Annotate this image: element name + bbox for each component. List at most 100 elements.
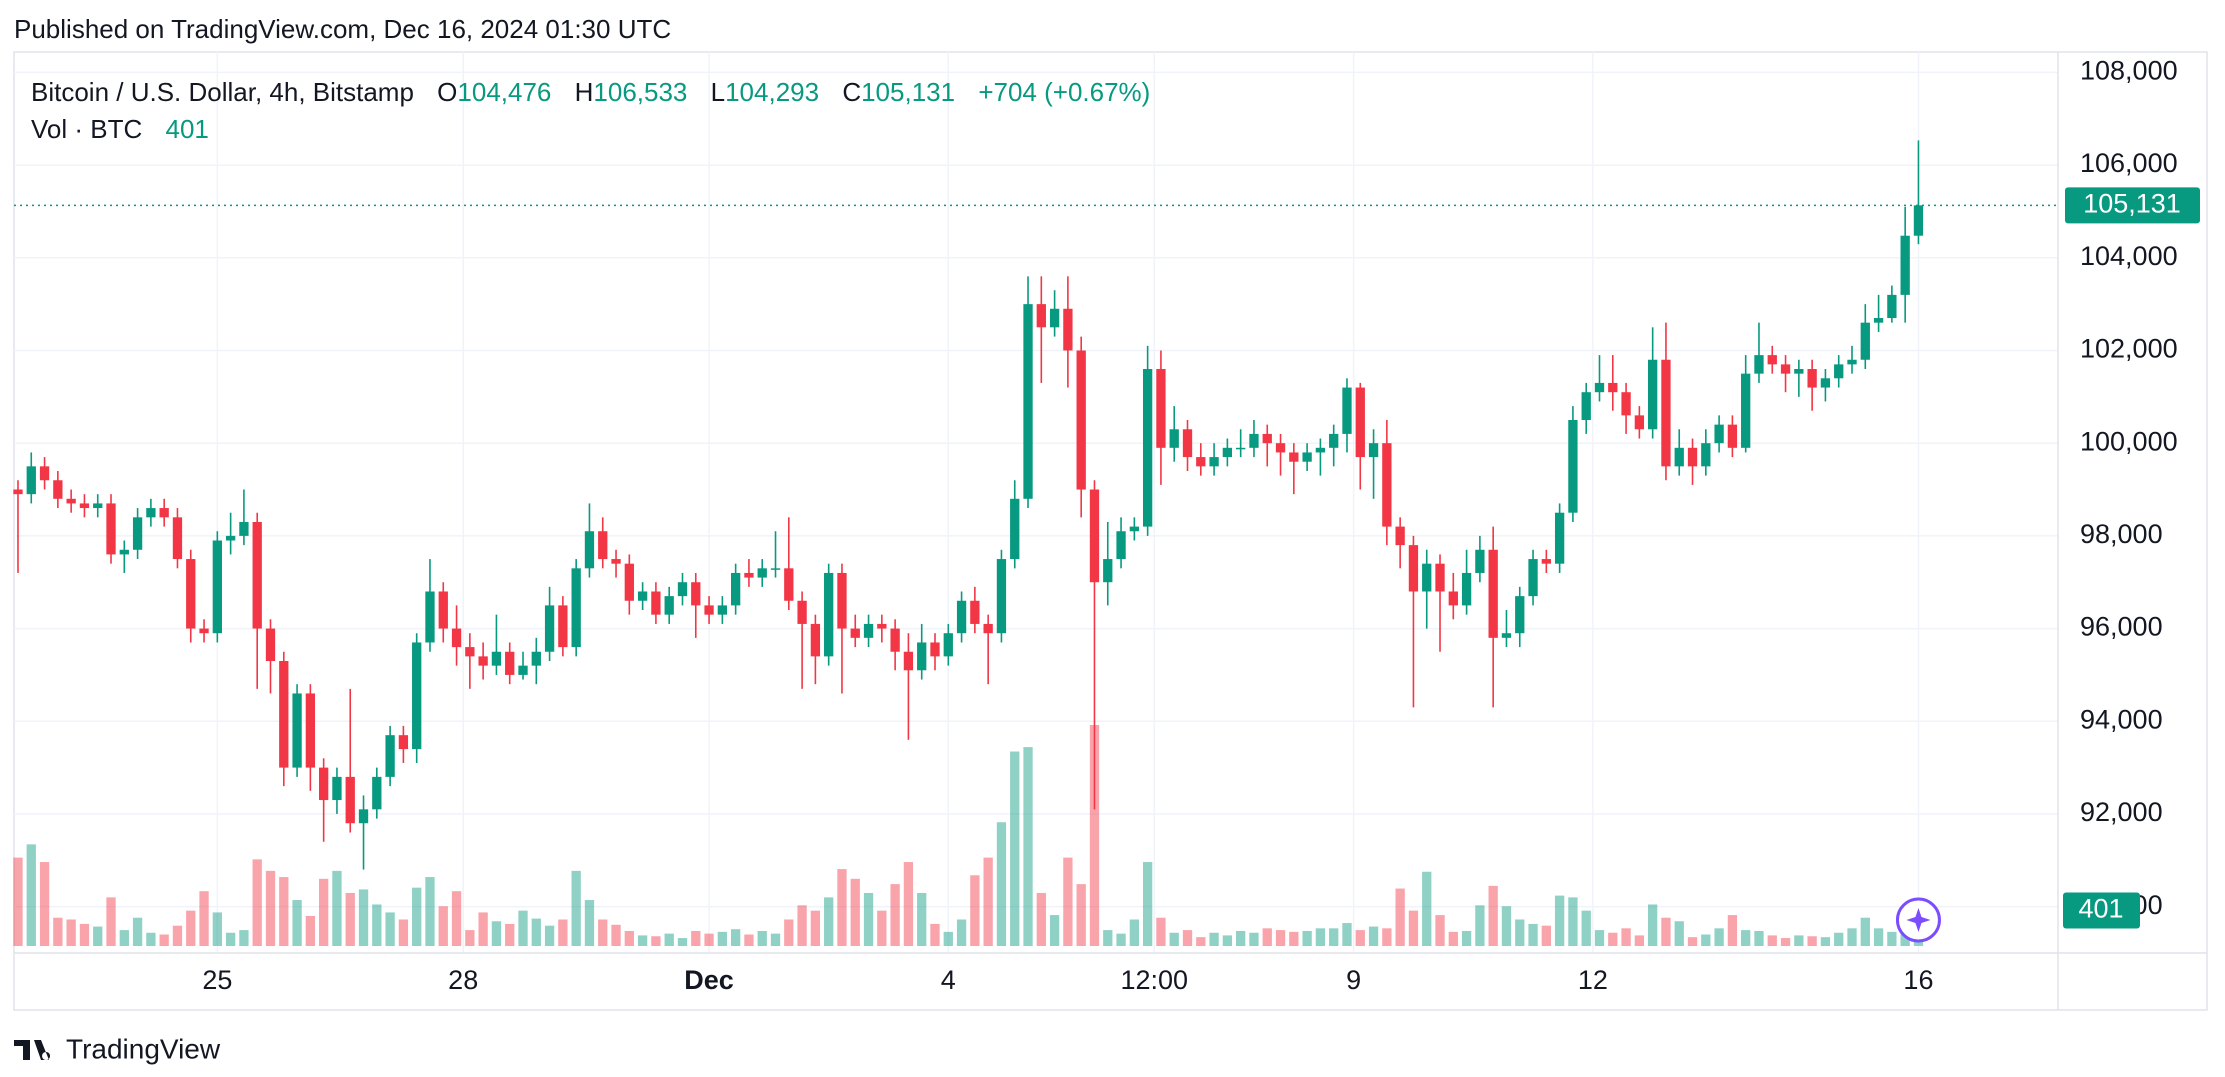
volume-bar bbox=[1289, 931, 1299, 946]
candle-body bbox=[1581, 392, 1591, 421]
volume-bar bbox=[478, 912, 488, 946]
candle-body bbox=[279, 661, 289, 768]
volume-label: Vol · BTC bbox=[31, 114, 142, 144]
candle-body bbox=[1687, 447, 1698, 467]
candle-body bbox=[664, 596, 674, 615]
volume-bar bbox=[1608, 932, 1618, 946]
y-tick-label: 98,000 bbox=[2080, 519, 2163, 549]
high-label: H bbox=[575, 77, 594, 107]
volume-bar bbox=[1103, 930, 1113, 946]
volume-bar bbox=[1501, 906, 1512, 946]
volume-bar bbox=[1156, 917, 1166, 946]
candle-body bbox=[1701, 443, 1711, 467]
candle-body bbox=[1103, 559, 1113, 583]
volume-bar bbox=[571, 870, 581, 946]
candle-body bbox=[1554, 512, 1565, 564]
brand-name: TradingView bbox=[66, 1033, 221, 1064]
candle-body bbox=[39, 466, 50, 481]
y-tick-label: 106,000 bbox=[2080, 148, 2178, 178]
candle-body bbox=[903, 651, 914, 671]
footer-brand: TradingView bbox=[14, 1033, 221, 1064]
candle-body bbox=[1063, 308, 1073, 351]
candle-body bbox=[890, 628, 900, 652]
volume-bar bbox=[757, 930, 767, 946]
candle-body bbox=[412, 642, 422, 750]
y-tick-label: 94,000 bbox=[2080, 704, 2163, 734]
volume-bar bbox=[1541, 925, 1551, 946]
x-tick-label: 28 bbox=[448, 965, 478, 995]
candle-body bbox=[1262, 433, 1272, 444]
volume-bar bbox=[305, 915, 316, 946]
x-tick-label: 9 bbox=[1346, 965, 1361, 995]
candle-body bbox=[1156, 369, 1166, 448]
symbol: Bitcoin / U.S. Dollar, 4h, Bitstamp bbox=[31, 77, 414, 107]
volume-bar bbox=[1554, 895, 1565, 946]
candle-body bbox=[598, 531, 608, 560]
candle-body bbox=[79, 503, 90, 509]
volume-bar bbox=[797, 905, 807, 946]
volume-bar bbox=[1887, 931, 1897, 946]
candle-body bbox=[837, 572, 847, 629]
volume-bar bbox=[1036, 892, 1046, 946]
volume-bar bbox=[1169, 932, 1179, 946]
volume-bar bbox=[1820, 937, 1831, 946]
volume-bar bbox=[531, 918, 541, 946]
volume-bar bbox=[199, 891, 209, 946]
candle-body bbox=[1116, 531, 1126, 560]
candle-body bbox=[478, 656, 488, 666]
candle-body bbox=[1541, 559, 1551, 564]
candle-body bbox=[1714, 424, 1724, 444]
candle-body bbox=[1448, 591, 1458, 606]
volume-bar bbox=[1860, 917, 1870, 946]
candle-body bbox=[1395, 526, 1405, 546]
candle-body bbox=[1754, 355, 1764, 374]
open-value: 104,476 bbox=[457, 77, 551, 107]
candle-body bbox=[571, 568, 581, 648]
candle-body bbox=[1475, 549, 1485, 573]
volume-bar bbox=[225, 932, 236, 946]
volume-bar bbox=[119, 930, 129, 946]
candle-body bbox=[1182, 429, 1193, 458]
candle-body bbox=[637, 591, 648, 601]
volume-legend: Vol · BTC 401 bbox=[31, 114, 209, 144]
volume-bar bbox=[1515, 919, 1525, 946]
volume-bar bbox=[1687, 937, 1698, 946]
volume-bar bbox=[345, 892, 355, 946]
candle-body bbox=[930, 642, 940, 657]
volume-bar bbox=[1701, 934, 1711, 946]
volume-bar bbox=[1741, 930, 1751, 946]
volume-bar bbox=[1329, 928, 1339, 946]
volume-bar bbox=[505, 923, 515, 946]
candle-body bbox=[1594, 382, 1605, 393]
candle-body bbox=[212, 540, 222, 634]
candles bbox=[13, 140, 1924, 870]
volume-bar bbox=[1621, 928, 1631, 946]
volume-bar bbox=[146, 932, 156, 946]
volume-bar bbox=[744, 934, 754, 946]
brand-logo bbox=[14, 1040, 51, 1060]
y-tick-label: 104,000 bbox=[2080, 241, 2178, 271]
volume-bar bbox=[1834, 932, 1844, 946]
volume-bar bbox=[691, 930, 701, 946]
chart-frame bbox=[13, 51, 2208, 1011]
low-label: L bbox=[711, 77, 725, 107]
x-tick-label: 4 bbox=[941, 965, 956, 995]
volume-bar bbox=[1129, 919, 1139, 946]
volume-bar bbox=[1435, 915, 1445, 946]
volume-bar bbox=[279, 877, 289, 946]
candle-body bbox=[505, 651, 515, 675]
change: +704 (+0.67%) bbox=[978, 77, 1150, 107]
legend: Bitcoin / U.S. Dollar, 4h, Bitstamp O104… bbox=[31, 77, 1150, 144]
volume-bar bbox=[996, 822, 1007, 946]
candle-body bbox=[730, 572, 741, 606]
volume-bar bbox=[1780, 938, 1791, 946]
candle-body bbox=[1209, 457, 1219, 467]
candle-body bbox=[1382, 443, 1392, 527]
x-tick-label: 12:00 bbox=[1120, 965, 1188, 995]
candle-body bbox=[784, 568, 794, 601]
y-tick-label: 102,000 bbox=[2080, 334, 2178, 364]
candle-body bbox=[398, 735, 409, 750]
candle-body bbox=[53, 480, 63, 499]
